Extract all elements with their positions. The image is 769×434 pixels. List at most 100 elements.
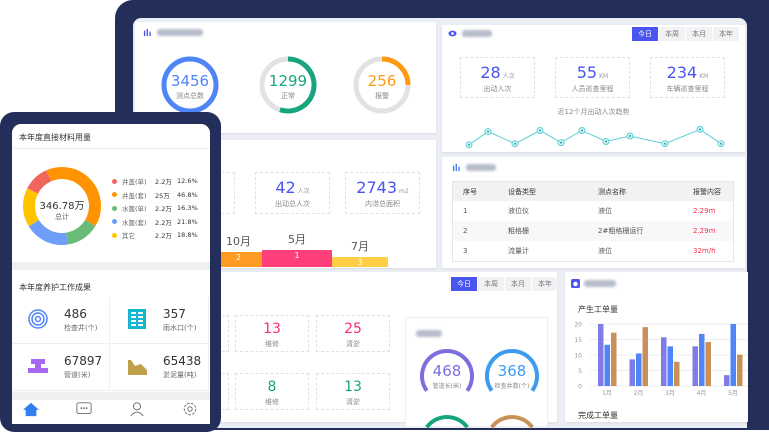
stat-value: 2743 <box>356 178 398 197</box>
legend-percent: 46.8% <box>177 190 198 199</box>
legend-item: 水篦(单) 2.2万 16.3% <box>112 203 198 213</box>
ring-label: 正常 <box>281 92 295 100</box>
stat-label: 人员巡查里程 <box>571 85 614 93</box>
tab-today[interactable]: 今日 <box>451 277 477 291</box>
bar <box>699 333 705 386</box>
stat-label: 出动人次 <box>483 85 512 93</box>
x-tick-label: 5月 <box>728 390 738 396</box>
column-header: 测点名称 <box>588 182 683 201</box>
stat-value: 13 <box>344 379 362 395</box>
gauge: 468 管道长(米) <box>419 348 475 404</box>
point-name: 液位 <box>598 247 612 255</box>
y-tick-label: 5 <box>578 368 582 375</box>
trend-point-center <box>699 128 701 131</box>
work-stat-cell: 67897 管道(米) <box>12 344 110 391</box>
pie-chart-icon <box>571 279 580 288</box>
gauge-arc <box>485 349 539 392</box>
rank-number: 1 <box>294 251 300 260</box>
tab-week[interactable]: 本周 <box>478 277 504 291</box>
table-row[interactable]: 1 液位仪 液位 2.29m <box>453 201 733 221</box>
stat-unit: KM <box>699 73 709 80</box>
trend-line-chart <box>465 125 725 149</box>
legend-value: 25万 <box>155 191 170 200</box>
realtime-table: 序号 设备类型 测点名称 报警内容 1 液位仪 液位 2.29m 2 粗格栅 2#粗格栅运行… <box>452 181 734 262</box>
ring-gauge <box>353 56 411 114</box>
bar <box>692 346 698 386</box>
donut-total: 346.78万 <box>39 201 85 212</box>
table-row[interactable]: 3 流量计 液位 32m/h <box>453 241 733 261</box>
stat-ring: 1299 正常 <box>258 55 318 115</box>
pipe-icon <box>28 359 48 373</box>
pipe-network-panel: 3456 测点总数 1299 正常 256 报警 <box>135 22 436 133</box>
legend-item: 井盖(单) 2.2万 12.6% <box>112 176 198 186</box>
work-value: 65438 <box>163 354 202 368</box>
legend-percent: 18.8% <box>177 231 198 239</box>
gauge-label: 检查井数(个) <box>494 383 530 390</box>
stat-label: 维修 <box>265 398 279 406</box>
ring-fill <box>161 56 219 114</box>
message-icon[interactable] <box>74 401 94 417</box>
tab-month[interactable]: 本月 <box>505 277 531 291</box>
legend-percent: 21.8% <box>177 217 198 226</box>
tab-week[interactable]: 本周 <box>659 27 685 41</box>
gauge-partial <box>425 415 469 429</box>
x-tick-label: 4月 <box>697 390 707 396</box>
work-value: 486 <box>64 307 87 321</box>
y-tick-label: 0 <box>578 384 582 391</box>
ring-label: 测点总数 <box>176 92 204 100</box>
gauge-partial <box>490 415 534 429</box>
bar <box>642 327 648 386</box>
column-header: 设备类型 <box>498 182 588 201</box>
column-header: 序号 <box>453 182 498 201</box>
row-index: 2 <box>453 221 498 241</box>
bar <box>730 324 736 386</box>
material-donut-chart <box>23 167 101 245</box>
legend-dot <box>112 232 117 238</box>
panel-title-blurred <box>157 29 203 36</box>
home-icon[interactable] <box>21 401 41 417</box>
legend-value: 2.2万 <box>155 178 172 186</box>
trend-point-center <box>560 141 562 144</box>
alarm-content: 32m/h <box>693 247 716 255</box>
settings-icon[interactable] <box>180 401 200 417</box>
x-tick-label: 2月 <box>634 390 644 396</box>
stat-label: 内涝总面积 <box>365 200 400 208</box>
bar <box>636 353 642 386</box>
tab-today[interactable]: 今日 <box>632 27 658 41</box>
stat-ring: 256 报警 <box>352 55 412 115</box>
ring-value: 3456 <box>170 72 210 90</box>
stat-unit: 人次 <box>297 188 310 195</box>
trend-point-center <box>629 135 631 137</box>
point-name: 2#粗格栅运行 <box>588 221 683 241</box>
legend-name: 水篦(套) <box>122 218 147 227</box>
sludge-icon <box>128 360 147 375</box>
patrol-stat-box: 28 人次 出动人次 <box>460 57 535 98</box>
trend-title: 近12个月出动人次趋势 <box>557 108 630 116</box>
rank-month: 10月 <box>226 235 251 248</box>
stat-label: 维修 <box>265 340 279 348</box>
rank-bar: 10月 2 <box>215 235 262 267</box>
maintenance-stat-box: 8 维修 <box>235 373 309 410</box>
legend-dot <box>112 192 117 197</box>
tab-year[interactable]: 本年 <box>713 27 739 41</box>
donut-slice <box>23 188 40 227</box>
legend-name: 水篦(单) <box>122 205 147 213</box>
trend-point-center <box>539 129 541 132</box>
tab-year[interactable]: 本年 <box>532 277 558 291</box>
trend-point-center <box>514 142 516 145</box>
table-row[interactable]: 2 粗格栅 2#粗格栅运行 2.29m <box>453 221 733 241</box>
y-tick-label: 20 <box>574 322 582 329</box>
work-label: 雨水口(个) <box>163 324 197 332</box>
alarm-content: 2.29m <box>683 221 733 241</box>
tab-month[interactable]: 本月 <box>686 27 712 41</box>
work-value: 357 <box>163 307 186 321</box>
gauge-value: 468 <box>432 362 462 380</box>
legend-dot <box>112 178 117 184</box>
user-icon[interactable] <box>127 401 147 417</box>
rain-grate-icon <box>128 309 146 329</box>
work-label: 淤泥量(吨) <box>163 371 197 379</box>
trend-point-center <box>720 142 722 145</box>
mobile-screen: 本年度直接材料用量 346.78万 总计 井盖(单) 2.2万 12.6% 井盖(套)… <box>12 124 210 424</box>
alarm-content: 2.29m <box>693 207 716 215</box>
legend-value: 2.2万 <box>155 232 172 240</box>
